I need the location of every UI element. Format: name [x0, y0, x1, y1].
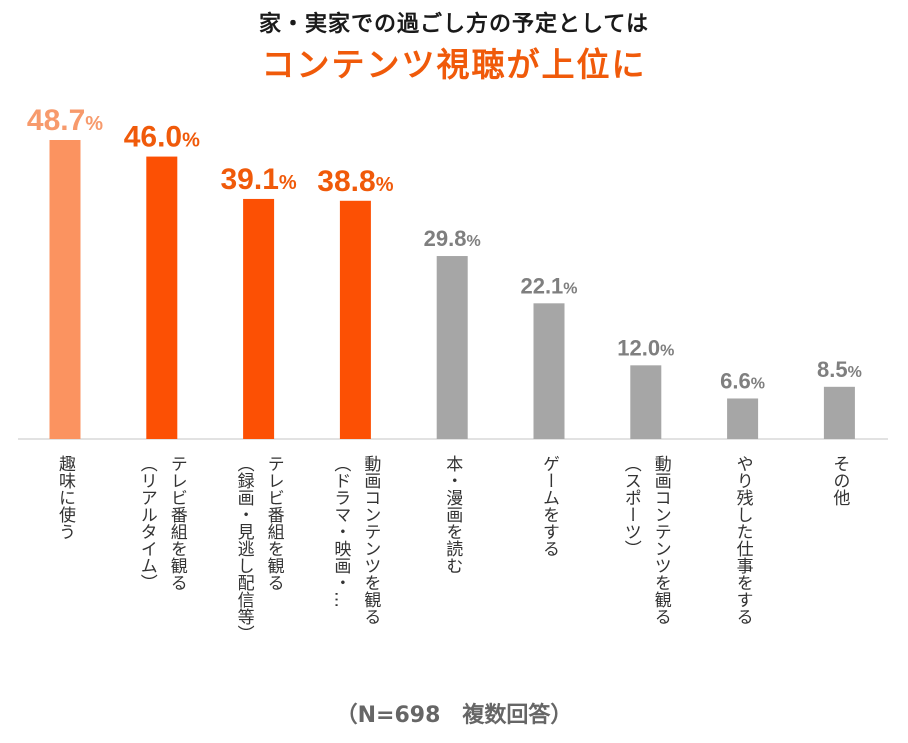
bar-value-percent: % [848, 364, 862, 381]
category-label-line: 本・漫画を読む [442, 455, 463, 574]
category-label: やり残した仕事をする [728, 455, 758, 625]
bar [823, 386, 855, 439]
bar-value-percent: % [279, 172, 297, 194]
category-label: 本・漫画を読む [437, 455, 467, 574]
bar-value-number: 8.5 [817, 357, 848, 382]
category-label-line: その他 [829, 455, 850, 506]
category-label-line: テレビ番組を観る [166, 455, 187, 591]
bar-value-percent: % [660, 342, 674, 359]
sample-size-note: （N=698 複数回答） [335, 703, 573, 728]
bar-value-label: 8.5% [817, 357, 862, 382]
bar [630, 365, 662, 439]
category-label-line: テレビ番組を観る [263, 455, 284, 591]
chart-title-line1: 家・実家での過ごし方の予定としては [259, 12, 649, 37]
bar-value-percent: % [563, 280, 577, 297]
bar-value-percent: % [376, 174, 394, 196]
bar-value-label: 48.7% [27, 104, 103, 137]
bar-value-number: 12.0 [617, 335, 660, 360]
category-label: 趣味に使う [50, 455, 80, 540]
category-label-line: 動画コンテンツを観る [360, 455, 381, 625]
category-label: 動画コンテンツを観る （ドラマ・映画・… [325, 455, 385, 625]
bar-value-number: 46.0 [124, 121, 182, 154]
bar-value-label: 6.6% [720, 368, 765, 393]
bar-value-number: 38.8 [317, 165, 375, 198]
bar [243, 198, 275, 439]
bar-value-label: 12.0% [617, 335, 674, 360]
category-label-line: ゲームをする [539, 455, 559, 557]
category-label: 動画コンテンツを観る （スポーツ） [616, 455, 676, 625]
category-label-line: 趣味に使う [55, 455, 75, 540]
bar-value-number: 29.8 [424, 226, 467, 251]
category-label-line: （ドラマ・映画・… [330, 455, 351, 608]
bar-value-number: 48.7 [27, 104, 85, 137]
bar-value-percent: % [182, 130, 200, 152]
category-label-line: やり残した仕事をする [732, 455, 753, 625]
category-label: その他 [824, 455, 854, 506]
category-label-line: （リアルタイム） [136, 455, 157, 591]
category-label: テレビ番組を観る （リアルタイム） [132, 455, 192, 591]
bar-value-number: 22.1 [520, 273, 563, 298]
bar [533, 303, 565, 439]
bar [436, 256, 468, 439]
bar [49, 140, 81, 439]
category-label: テレビ番組を観る （録画・見逃し配信等） [229, 455, 289, 642]
bar-value-number: 39.1 [221, 163, 279, 196]
bar-value-label: 39.1% [221, 163, 297, 196]
bar [339, 200, 371, 439]
bar [146, 156, 178, 439]
bar-value-label: 22.1% [520, 273, 577, 298]
category-label-line: （録画・見逃し配信等） [233, 455, 254, 642]
bar [727, 398, 759, 439]
category-label: ゲームをする [534, 455, 564, 557]
bar-value-percent: % [85, 113, 103, 135]
bar-value-number: 6.6 [720, 368, 751, 393]
chart-title-line2: コンテンツ視聴が上位に [261, 45, 647, 84]
bar-value-percent: % [466, 233, 480, 250]
category-label-line: （スポーツ） [620, 455, 641, 557]
bar-value-label: 29.8% [424, 226, 481, 251]
category-label-line: 動画コンテンツを観る [650, 455, 671, 625]
bar-value-label: 38.8% [317, 165, 393, 198]
bar-value-label: 46.0% [124, 121, 200, 154]
bar-value-percent: % [751, 375, 765, 392]
